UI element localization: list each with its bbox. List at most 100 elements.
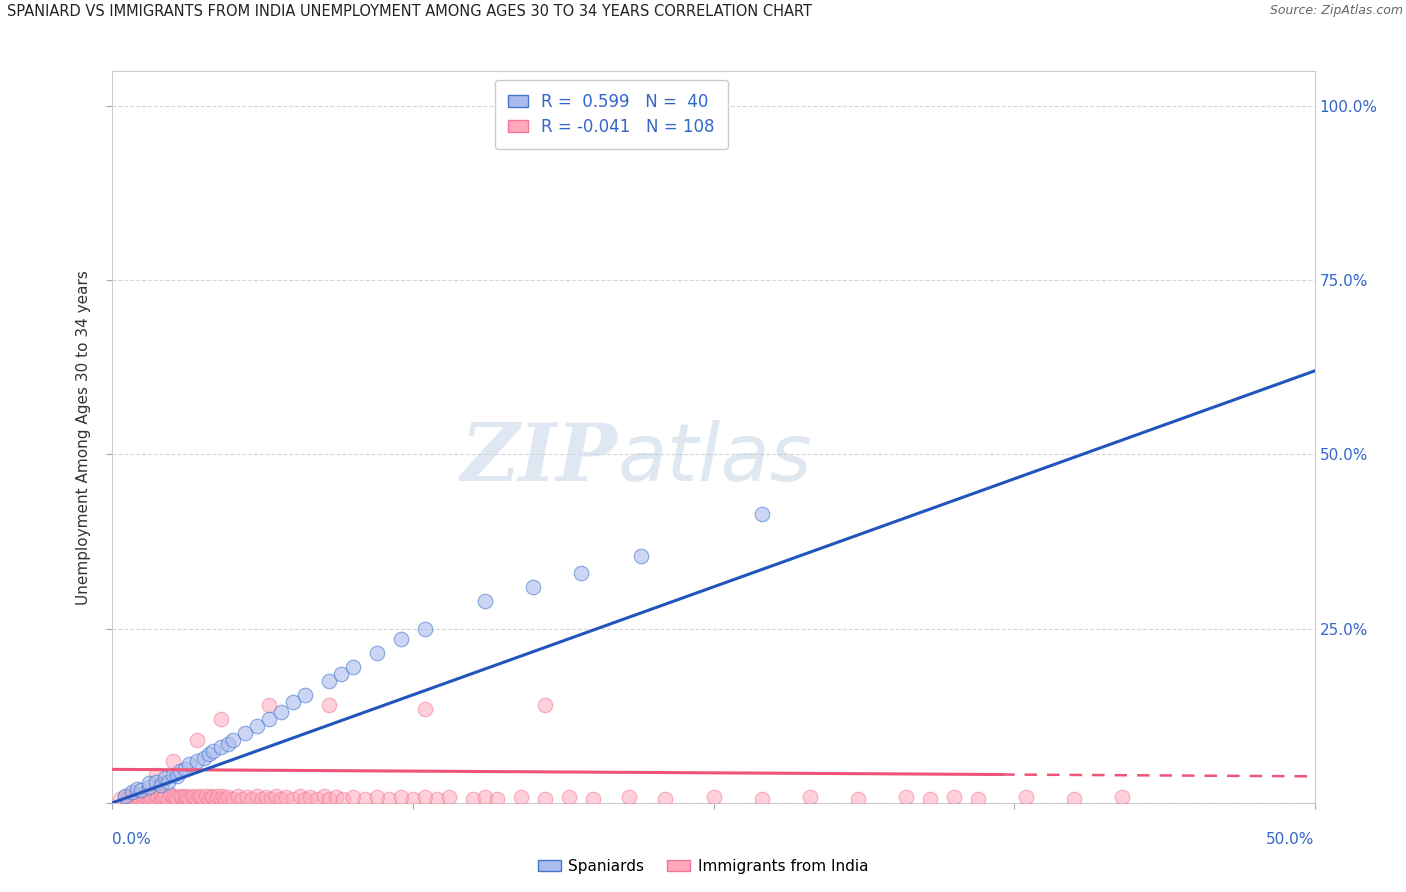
Point [354,791,377,805]
Point [413,790,436,805]
Point [212,789,235,803]
Point [246,789,269,803]
Point [799,790,821,805]
Point [138,791,160,805]
Point [186,791,208,805]
Point [155,789,177,803]
Point [179,791,201,805]
Point [281,791,304,805]
Point [402,791,425,805]
Point [342,660,364,674]
Point [193,791,215,805]
Point [260,791,283,805]
Point [318,791,340,805]
Point [942,790,965,805]
Point [202,743,225,757]
Point [366,646,388,660]
Point [413,622,436,636]
Text: SPANIARD VS IMMIGRANTS FROM INDIA UNEMPLOYMENT AMONG AGES 30 TO 34 YEARS CORRELA: SPANIARD VS IMMIGRANTS FROM INDIA UNEMPL… [7,4,813,20]
Point [474,594,496,608]
Point [179,757,201,772]
Point [270,705,292,719]
Point [305,791,328,805]
Point [389,632,412,646]
Point [118,789,141,803]
Point [654,791,676,805]
Point [751,791,773,805]
Point [125,789,148,803]
Point [264,789,287,803]
Point [145,768,167,782]
Point [231,791,253,805]
Point [200,789,222,803]
Point [190,790,212,805]
Point [312,789,335,803]
Point [162,768,184,782]
Text: ZIP: ZIP [461,420,617,498]
Point [209,740,232,755]
Text: 0.0%: 0.0% [112,832,152,847]
Point [534,698,557,713]
Point [254,790,277,805]
Point [510,790,533,805]
Point [131,783,153,797]
Point [318,673,340,688]
Y-axis label: Unemployment Among Ages 30 to 34 years: Unemployment Among Ages 30 to 34 years [76,269,91,605]
Point [209,712,232,726]
Point [207,789,229,803]
Point [274,790,297,805]
Point [125,781,148,796]
Point [162,791,184,805]
Point [534,791,557,805]
Point [162,789,184,803]
Point [173,763,195,777]
Point [246,719,269,733]
Point [166,769,188,783]
Point [115,791,138,805]
Point [582,791,605,805]
Point [186,754,208,768]
Point [967,791,990,805]
Point [205,791,228,805]
Point [114,789,136,803]
Point [281,695,304,709]
Point [188,789,211,803]
Point [558,790,581,805]
Point [156,775,179,789]
Point [176,790,198,805]
Point [186,733,208,747]
Text: atlas: atlas [617,420,813,498]
Point [173,789,195,803]
Point [522,580,544,594]
Point [366,790,388,805]
Point [169,764,191,779]
Point [257,712,280,726]
Text: Source: ZipAtlas.com: Source: ZipAtlas.com [1270,4,1403,18]
Point [217,790,239,805]
Point [250,791,273,805]
Point [702,790,725,805]
Point [139,790,162,805]
Point [156,791,179,805]
Point [121,790,143,805]
Point [108,792,131,806]
Point [149,791,172,805]
Point [152,790,174,805]
Point [233,726,256,740]
Point [159,788,181,802]
Point [173,791,195,805]
Point [332,791,354,805]
Point [146,789,169,803]
Point [162,754,184,768]
Point [197,791,219,805]
Point [163,790,186,805]
Point [202,790,225,805]
Point [122,788,145,802]
Point [918,791,941,805]
Point [294,791,316,805]
Point [197,747,219,761]
Point [145,791,167,805]
Point [437,790,460,805]
Point [222,733,245,747]
Point [257,698,280,713]
